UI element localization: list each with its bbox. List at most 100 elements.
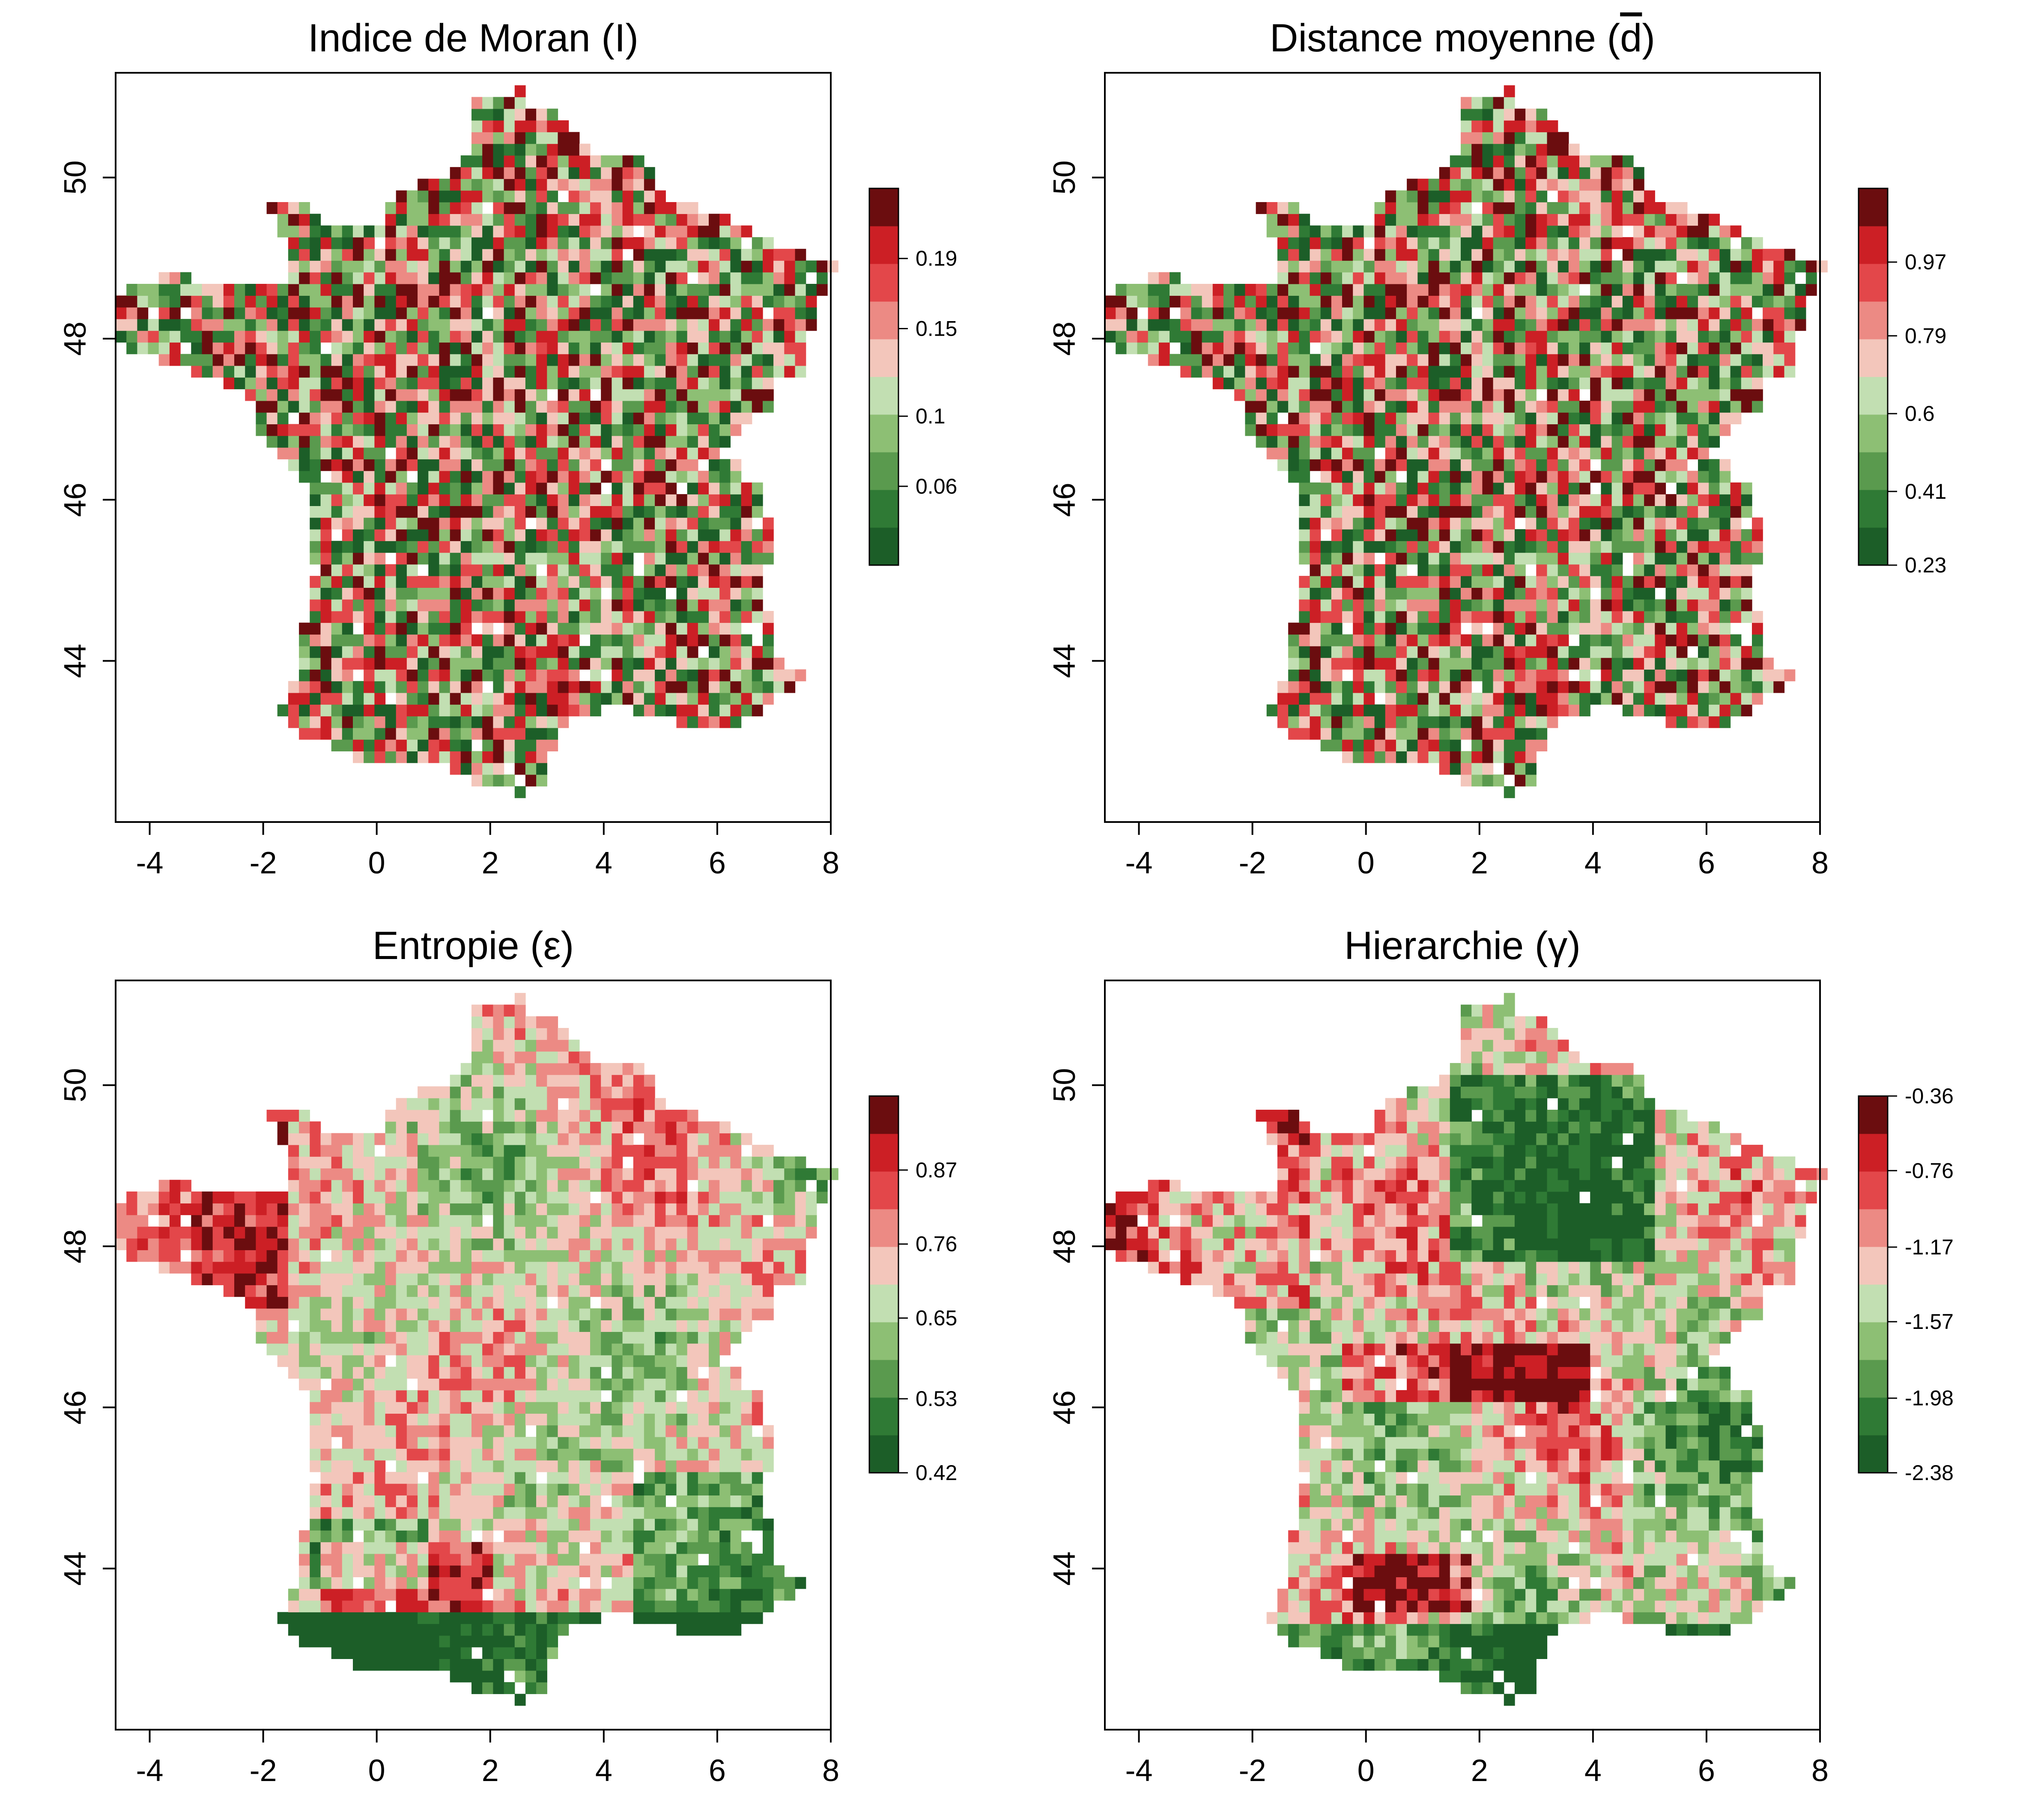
- heatmap-cell: [655, 424, 666, 436]
- heatmap-cell: [482, 120, 493, 132]
- heatmap-cell: [536, 576, 547, 588]
- heatmap-cell: [1364, 529, 1375, 541]
- heatmap-cell: [525, 564, 537, 576]
- heatmap-cell: [450, 237, 461, 249]
- heatmap-cell: [1568, 331, 1580, 343]
- heatmap-cell: [719, 366, 731, 378]
- heatmap-cell: [1784, 272, 1796, 284]
- heatmap-cell: [1709, 494, 1720, 506]
- heatmap-cell: [1752, 400, 1763, 413]
- heatmap-cell: [741, 389, 752, 401]
- heatmap-cell: [1245, 366, 1256, 378]
- heatmap-cell: [1353, 412, 1364, 424]
- heatmap-cell: [1741, 587, 1752, 600]
- heatmap-cell: [1558, 564, 1569, 576]
- heatmap-cell: [288, 1238, 299, 1251]
- heatmap-cell: [612, 564, 623, 576]
- heatmap-cell: [299, 1238, 310, 1251]
- heatmap-cell: [310, 1565, 321, 1577]
- heatmap-cell: [1288, 471, 1299, 483]
- heatmap-cell: [1158, 295, 1170, 308]
- heatmap-cell: [439, 260, 451, 273]
- heatmap-cell: [644, 284, 655, 296]
- heatmap-cell: [482, 763, 493, 775]
- heatmap-cell: [1590, 202, 1601, 214]
- heatmap-cell: [1374, 751, 1386, 763]
- heatmap-cell: [406, 366, 418, 378]
- heatmap-cell: [428, 623, 440, 635]
- heatmap-cell: [558, 366, 569, 378]
- heatmap-cell: [342, 541, 353, 553]
- heatmap-cell: [1730, 669, 1742, 682]
- heatmap-cell: [1676, 552, 1688, 565]
- heatmap-cell: [1525, 506, 1537, 518]
- heatmap-cell: [1288, 331, 1299, 343]
- heatmap-cell: [1536, 459, 1548, 471]
- heatmap-cell: [1547, 366, 1558, 378]
- heatmap-cell: [698, 599, 709, 611]
- heatmap-cell: [1622, 295, 1634, 308]
- heatmap-cell: [1245, 412, 1256, 424]
- heatmap-cell: [1385, 564, 1396, 576]
- heatmap-cell: [665, 225, 677, 238]
- heatmap-cell: [1579, 155, 1590, 167]
- heatmap-cell: [644, 552, 655, 565]
- heatmap-cell: [1558, 517, 1569, 530]
- heatmap-cell: [687, 225, 698, 238]
- heatmap-cell: [601, 272, 612, 284]
- heatmap-cell: [612, 471, 623, 483]
- heatmap-cell: [1407, 599, 1418, 611]
- heatmap-cell: [1547, 517, 1558, 530]
- heatmap-cell: [1256, 202, 1267, 214]
- heatmap-cell: [299, 366, 310, 378]
- heatmap-cell: [612, 646, 623, 658]
- heatmap-cell: [234, 1285, 245, 1297]
- heatmap-cell: [1471, 599, 1483, 611]
- heatmap-cell: [1601, 331, 1612, 343]
- heatmap-cell: [633, 576, 644, 588]
- heatmap-cell: [1170, 295, 1181, 308]
- heatmap-cell: [331, 1168, 343, 1180]
- heatmap-cell: [331, 1565, 343, 1577]
- heatmap-cell: [396, 727, 407, 740]
- heatmap-cell: [795, 284, 806, 296]
- heatmap-cell: [310, 424, 321, 436]
- heatmap-cell: [1741, 331, 1752, 343]
- heatmap-cell: [1364, 284, 1375, 296]
- heatmap-cell: [687, 576, 698, 588]
- heatmap-cell: [1266, 214, 1278, 226]
- heatmap-cell: [1709, 482, 1720, 494]
- heatmap-cell: [482, 482, 493, 494]
- heatmap-cell: [428, 716, 440, 728]
- heatmap-cell: [234, 319, 245, 331]
- heatmap-cell: [1331, 587, 1343, 600]
- heatmap-cell: [1547, 646, 1558, 658]
- heatmap-cell: [223, 377, 235, 390]
- heatmap-cell: [320, 599, 332, 611]
- heatmap-cell: [460, 366, 472, 378]
- heatmap-cell: [1320, 319, 1332, 331]
- heatmap-cell: [1320, 237, 1332, 249]
- heatmap-cell: [763, 623, 774, 635]
- heatmap-cell: [1665, 377, 1677, 390]
- heatmap-cell: [1655, 342, 1666, 354]
- heatmap-cell: [1633, 366, 1644, 378]
- heatmap-cell: [752, 237, 763, 249]
- heatmap-cell: [504, 646, 515, 658]
- heatmap-cell: [428, 693, 440, 705]
- heatmap-cell: [1579, 494, 1590, 506]
- heatmap-cell: [1342, 459, 1353, 471]
- heatmap-cell: [1450, 400, 1461, 413]
- heatmap-cell: [439, 704, 451, 717]
- heatmap-cell: [310, 1413, 321, 1426]
- heatmap-cell: [1299, 599, 1310, 611]
- heatmap-cell: [331, 693, 343, 705]
- heatmap-cell: [1439, 587, 1450, 600]
- heatmap-cell: [1622, 517, 1634, 530]
- heatmap-cell: [1504, 132, 1515, 144]
- heatmap-cell: [460, 190, 472, 203]
- heatmap-cell: [1644, 506, 1655, 518]
- heatmap-cell: [331, 704, 343, 717]
- heatmap-cell: [331, 1156, 343, 1169]
- heatmap-cell: [752, 389, 763, 401]
